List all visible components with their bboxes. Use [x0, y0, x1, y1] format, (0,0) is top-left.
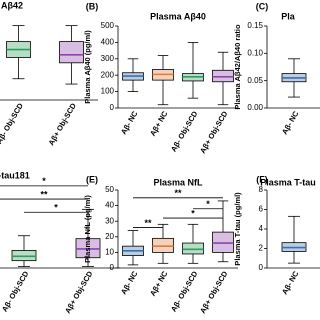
x-tick-label: Aβ+ Obj-SCD: [198, 269, 230, 315]
significance-label: *: [191, 208, 195, 218]
y-tick-label: 300: [101, 54, 115, 63]
y-tick-label: 0.10: [247, 48, 263, 57]
x-tick-label: Aβ- Obj-SCD: [169, 109, 200, 153]
y-tick-label: 400: [101, 38, 115, 47]
y-tick-label: 6: [259, 205, 264, 214]
y-tick-label: 200: [101, 70, 115, 79]
x-tick-label: Aβ+ Obj-SCD: [198, 109, 230, 155]
x-tick-label: Aβ- NC: [280, 269, 301, 296]
y-tick-label: 2: [259, 244, 264, 253]
y-tick-label: 10: [105, 248, 114, 257]
significance-label: *: [206, 199, 210, 209]
y-axis-label: Plasma NfL (pg/ml): [83, 195, 92, 263]
y-tick-label: 8: [259, 185, 264, 194]
y-axis-label: Plasma T-tau (pg/ml): [233, 192, 242, 266]
chart-title: Plasma NfL: [153, 177, 203, 187]
y-tick-label: 0: [259, 263, 264, 272]
y-tick-label: 40: [105, 201, 114, 210]
x-tick-label: Aβ+ NC: [148, 269, 170, 298]
x-tick-label: Aβ- Obj-SCD: [169, 269, 200, 313]
x-tick-label: Aβ- NC: [119, 109, 140, 136]
panel-label: (C): [256, 1, 269, 11]
x-tick-label: Aβ- NC: [280, 109, 301, 136]
y-tick-label: 100: [101, 87, 115, 96]
box: [59, 41, 84, 64]
chart-title: -tau181: [0, 170, 30, 180]
panel-label: (F): [256, 174, 268, 184]
y-tick-label: 50: [105, 185, 114, 194]
y-tick-label: 0: [110, 103, 115, 112]
x-tick-label: Aβ+ NC: [148, 109, 170, 138]
box: [212, 69, 234, 83]
y-axis-label: Plasma Aβ40 (pg/ml): [83, 30, 92, 104]
panel-label: (B): [86, 1, 99, 11]
y-tick-label: 0.00: [247, 103, 263, 112]
y-tick-label: 20: [105, 232, 114, 241]
chart-title: Plasma T-tau: [260, 177, 316, 187]
significance-label: **: [40, 189, 48, 199]
x-tick-label: Aβ+ Obj-SCD: [63, 269, 95, 315]
y-tick-label: 500: [101, 21, 115, 30]
panel-label: (E): [86, 174, 98, 184]
significance-label: *: [54, 203, 58, 213]
significance-label: **: [144, 218, 152, 228]
x-tick-label: Aβ- NC: [119, 269, 140, 296]
y-tick-label: 0.15: [247, 21, 263, 30]
y-tick-label: 0: [110, 263, 115, 272]
significance-label: **: [174, 188, 182, 198]
x-tick-label: Aβ- Obj-SCD: [0, 101, 25, 145]
x-tick-label: Aβ- Obj-SCD: [0, 269, 31, 313]
y-tick-label: 30: [105, 216, 114, 225]
chart-title: Aβ42: [1, 0, 23, 10]
y-tick-label: 4: [259, 224, 264, 233]
y-axis-label: Plasma Aβ42/Aβ40 ratio: [233, 24, 242, 110]
chart-title: Pla: [281, 11, 296, 21]
chart-title: Plasma Aβ40: [150, 11, 206, 21]
significance-label: *: [42, 176, 46, 186]
y-tick-label: 0.05: [247, 76, 263, 85]
x-tick-label: Aβ+ Obj-SCD: [47, 101, 79, 147]
